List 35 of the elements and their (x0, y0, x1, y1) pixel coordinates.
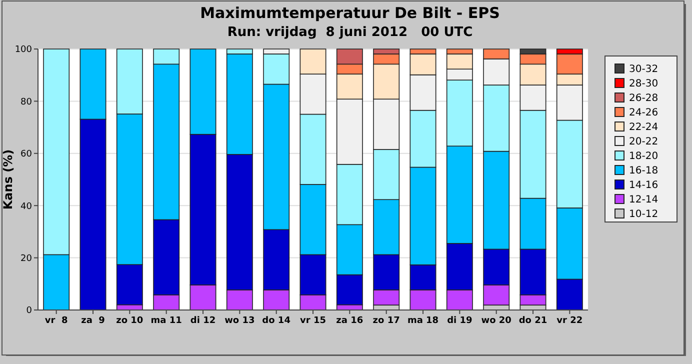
y-tick-label: 80 (20, 97, 32, 108)
x-tick-label: vr 15 (300, 316, 326, 326)
y-tick-label: 0 (26, 306, 32, 316)
x-tick-label: do 21 (518, 316, 548, 326)
legend-label: 26-28 (629, 93, 658, 104)
x-tick-label: ma 18 (407, 316, 439, 326)
x-tick-label: vr 8 (44, 316, 68, 326)
legend-label: 16-18 (629, 166, 658, 176)
legend-label: 20-22 (629, 136, 658, 148)
x-tick-label: zo 10 (116, 316, 144, 326)
x-tick-label: za 9 (81, 316, 105, 326)
legend-label: 14-16 (629, 180, 658, 191)
x-tick-label: di 12 (190, 316, 216, 326)
legend-label: 22-24 (629, 122, 658, 133)
x-tick-label: do 14 (262, 316, 290, 326)
x-tick-label: ma 11 (150, 316, 182, 326)
x-tick-label: wo 20 (481, 316, 512, 326)
y-tick-label: 100 (14, 45, 32, 56)
y-tick-label: 40 (20, 202, 32, 212)
legend-label: 10-12 (629, 209, 658, 220)
chart-subtitle: Run: vrijdag 8 juni 2012 00 UTC (227, 25, 473, 40)
x-tick-label: zo 17 (372, 316, 400, 326)
x-tick-label: di 19 (447, 316, 472, 326)
legend-label: 30-32 (629, 64, 658, 75)
legend-label: 24-26 (629, 108, 658, 118)
legend-label: 12-14 (629, 194, 658, 206)
legend-label: 18-20 (629, 151, 658, 162)
y-tick-label: 20 (20, 254, 32, 264)
y-tick-label: 60 (20, 150, 32, 160)
legend-label: 28-30 (629, 78, 658, 90)
y-axis-title: Kans (%) (1, 149, 15, 210)
x-tick-label: vr 22 (556, 316, 583, 326)
x-tick-label: za 16 (336, 316, 364, 326)
chart-title: Maximumtemperatuur De Bilt - EPS (200, 4, 500, 22)
x-tick-label: wo 13 (224, 316, 255, 326)
